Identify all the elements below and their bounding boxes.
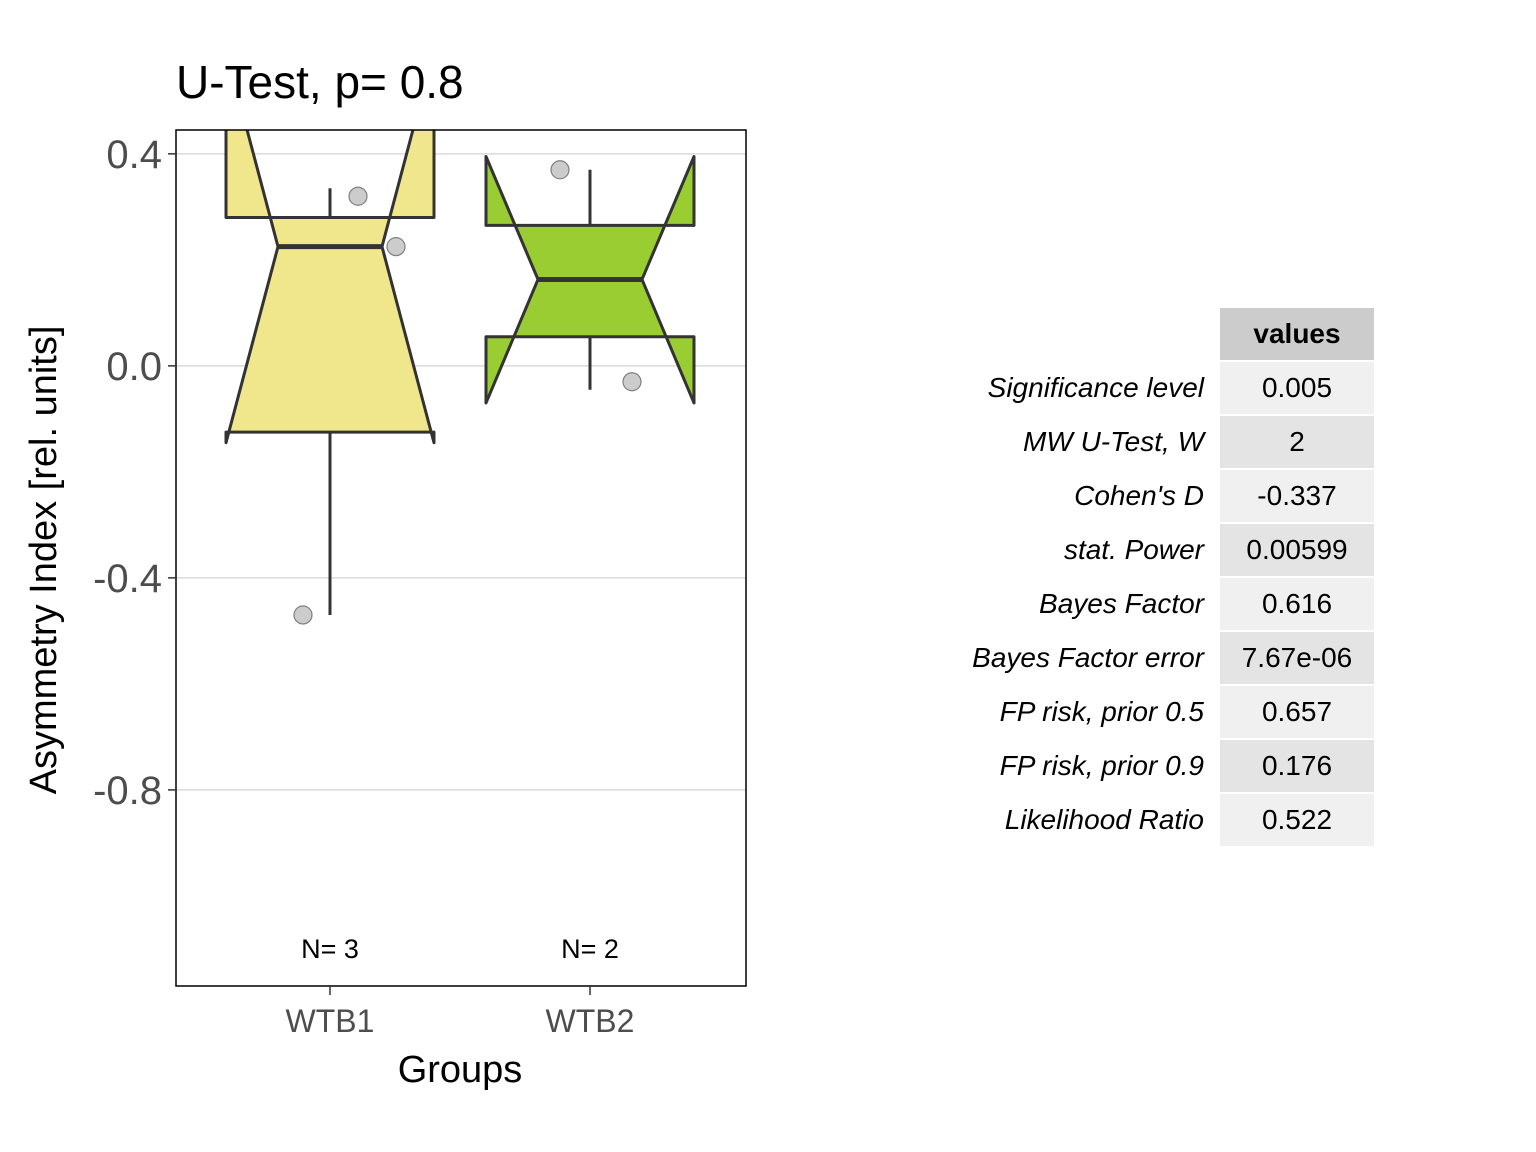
axis-layer: 0.4 0.0 -0.4 -0.8 WTB1 WTB2 [93,133,634,1039]
x-axis-title: Groups [398,1049,523,1091]
stats-row-label: MW U-Test, W [1023,426,1204,457]
stats-row: Significance level 0.005 [930,362,1374,414]
stats-table-body: Significance level 0.005 MW U-Test, W 2 Cohe… [930,362,1374,846]
stats-table-stub [930,308,1220,360]
stats-row: MW U-Test, W 2 [930,416,1374,468]
x-tick-label: WTB1 [286,1003,375,1039]
panel-border [175,129,747,987]
stats-table-header-row: values [930,308,1374,360]
stats-row-label: Cohen's D [1074,480,1204,511]
point-layer [293,160,642,625]
n-label-wtb1: N= 3 [301,934,359,964]
stats-column-header: values [1220,308,1374,360]
stats-row-value: 0.176 [1220,740,1374,792]
stats-row-label: FP risk, prior 0.9 [999,750,1204,781]
data-point-wtb1 [293,605,313,625]
notched-box-wtb1 [224,130,436,445]
stats-row: Bayes Factor 0.616 [930,578,1374,630]
y-tick-label: 0.4 [106,133,162,177]
box-layer: N= 3 N= 2 [224,130,696,964]
n-label-wtb2: N= 2 [561,934,619,964]
y-tick-label: 0.0 [106,345,162,389]
stats-row: FP risk, prior 0.5 0.657 [930,686,1374,738]
stats-row: Cohen's D -0.337 [930,470,1374,522]
x-tick-label: WTB2 [546,1003,635,1039]
stats-row-label: FP risk, prior 0.5 [999,696,1204,727]
stats-row-value: 0.616 [1220,578,1374,630]
y-tick-label: -0.4 [93,557,162,601]
stats-row: Likelihood Ratio 0.522 [930,794,1374,846]
stats-row: FP risk, prior 0.9 0.176 [930,740,1374,792]
stats-row: stat. Power 0.00599 [930,524,1374,576]
stats-row-value: 0.657 [1220,686,1374,738]
data-point-wtb2 [622,372,642,392]
chart-title: U-Test, p= 0.8 [176,56,464,108]
stats-row-value: 2 [1220,416,1374,468]
grid-layer [176,153,746,791]
stats-row-value: 7.67e-06 [1220,632,1374,684]
stats-row-value: 0.005 [1220,362,1374,414]
stats-row-label: Likelihood Ratio [1004,804,1204,835]
stats-row-label: Bayes Factor error [972,642,1204,673]
stats-row-value: 0.522 [1220,794,1374,846]
stats-row-label: Bayes Factor [1039,588,1204,619]
stats-row-value: -0.337 [1220,470,1374,522]
data-point-wtb1 [386,237,406,257]
data-point-wtb2 [550,160,570,180]
data-point-wtb1 [348,186,368,206]
stats-table: values Significance level 0.005 MW U-Test,… [930,306,1374,848]
stats-row: Bayes Factor error 7.67e-06 [930,632,1374,684]
stats-row-label: Significance level [987,372,1204,403]
stats-row-label: stat. Power [1063,534,1204,565]
stats-row-value: 0.00599 [1220,524,1374,576]
y-tick-label: -0.8 [93,769,162,813]
y-axis-title: Asymmetry Index [rel. units] [23,326,65,795]
